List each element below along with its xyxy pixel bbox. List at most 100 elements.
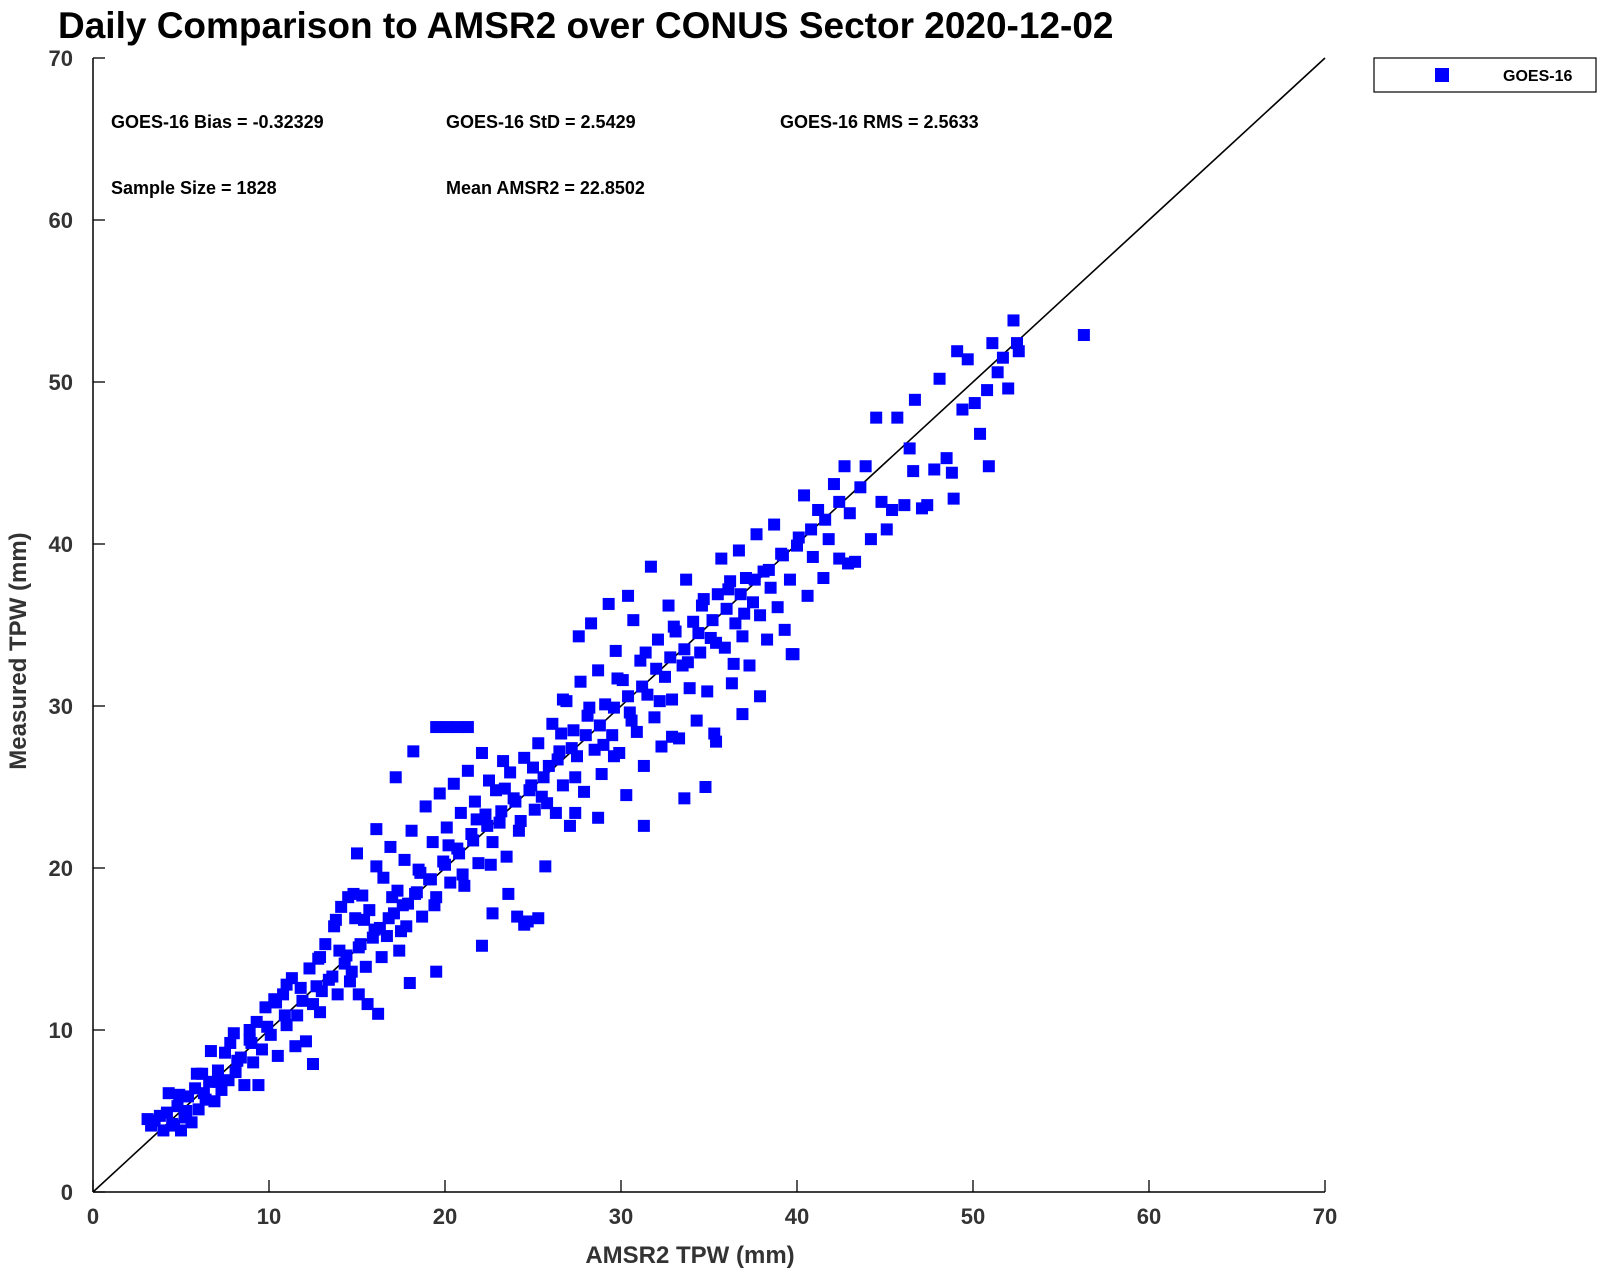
data-point [396,899,409,912]
data-point [461,764,474,777]
data-point [541,797,554,810]
data-point [439,858,451,871]
data-point [352,988,365,1001]
data-point [812,503,825,516]
data-point [375,951,388,964]
data-point [294,981,307,994]
data-point [761,633,774,646]
data-point [854,481,867,494]
data-point [690,714,703,727]
data-point [331,988,344,1001]
data-point [956,403,969,416]
data-point [347,887,360,900]
data-point [514,815,527,828]
data-point [907,465,920,478]
data-point [518,751,531,764]
data-point [620,789,633,802]
data-point [451,721,464,734]
data-point [667,620,680,633]
data-point [504,766,517,779]
data-point [472,857,485,870]
data-point [1012,345,1025,358]
data-point [771,601,784,614]
data-point [720,602,733,615]
data-point [354,938,367,951]
data-point [736,630,749,643]
data-point [764,581,777,594]
data-point [224,1036,237,1049]
data-point [639,646,652,659]
stat-sample-size: Sample Size = 1828 [111,178,277,198]
data-point [822,533,835,546]
data-point [319,938,332,951]
data-point [886,503,899,516]
data-point [289,1040,302,1053]
data-point [407,745,420,758]
data-point [768,518,781,531]
data-point [864,533,877,546]
data-point [991,366,1004,379]
data-point [416,910,429,923]
data-point [819,513,832,526]
data-point [567,724,580,737]
data-point [791,539,803,552]
data-point [380,930,393,943]
y-tick-label: 50 [49,370,73,395]
data-point [974,427,987,440]
scatter-points [141,314,1090,1137]
data-point [180,1105,193,1117]
data-point [798,489,811,502]
data-point [498,782,511,795]
data-point [833,495,846,508]
data-point [738,607,751,620]
data-point [162,1087,175,1100]
data-point [563,819,576,832]
data-point [611,672,624,685]
data-point [981,384,994,397]
data-point [875,495,888,508]
data-point [687,615,700,628]
x-tick-label: 30 [609,1204,633,1229]
data-point [326,970,339,983]
data-point [653,695,666,708]
data-point [933,372,946,385]
data-point [725,677,738,690]
data-point [644,560,657,573]
data-point [754,690,767,703]
data-point [370,823,383,836]
data-point [509,795,522,808]
data-point [314,951,327,964]
data-point [666,730,679,743]
data-point [961,353,974,366]
data-point [456,868,469,881]
data-point [410,886,423,899]
stat-std: GOES-16 StD = 2.5429 [446,112,636,132]
data-point [928,463,941,476]
data-point [607,750,620,763]
data-point [271,1049,284,1062]
data-point [694,646,707,659]
data-point [358,913,371,926]
data-point [231,1054,244,1067]
data-point [606,729,619,742]
data-point [454,806,467,819]
data-point [806,550,819,563]
legend-box [1373,57,1597,93]
data-point [539,860,552,873]
legend: GOES-16 [1373,57,1597,93]
legend-label-goes16: GOES-16 [1503,68,1572,85]
data-point [372,1007,385,1020]
data-point [996,351,1009,364]
data-point [470,813,483,826]
data-point [192,1103,205,1116]
data-point [683,682,696,695]
data-point [546,717,559,730]
data-point [622,690,635,703]
data-point [637,759,650,772]
data-point [556,779,569,792]
data-point [592,664,605,677]
data-point [398,853,411,866]
data-point [145,1119,158,1132]
data-point [569,771,582,784]
data-point [592,811,605,824]
